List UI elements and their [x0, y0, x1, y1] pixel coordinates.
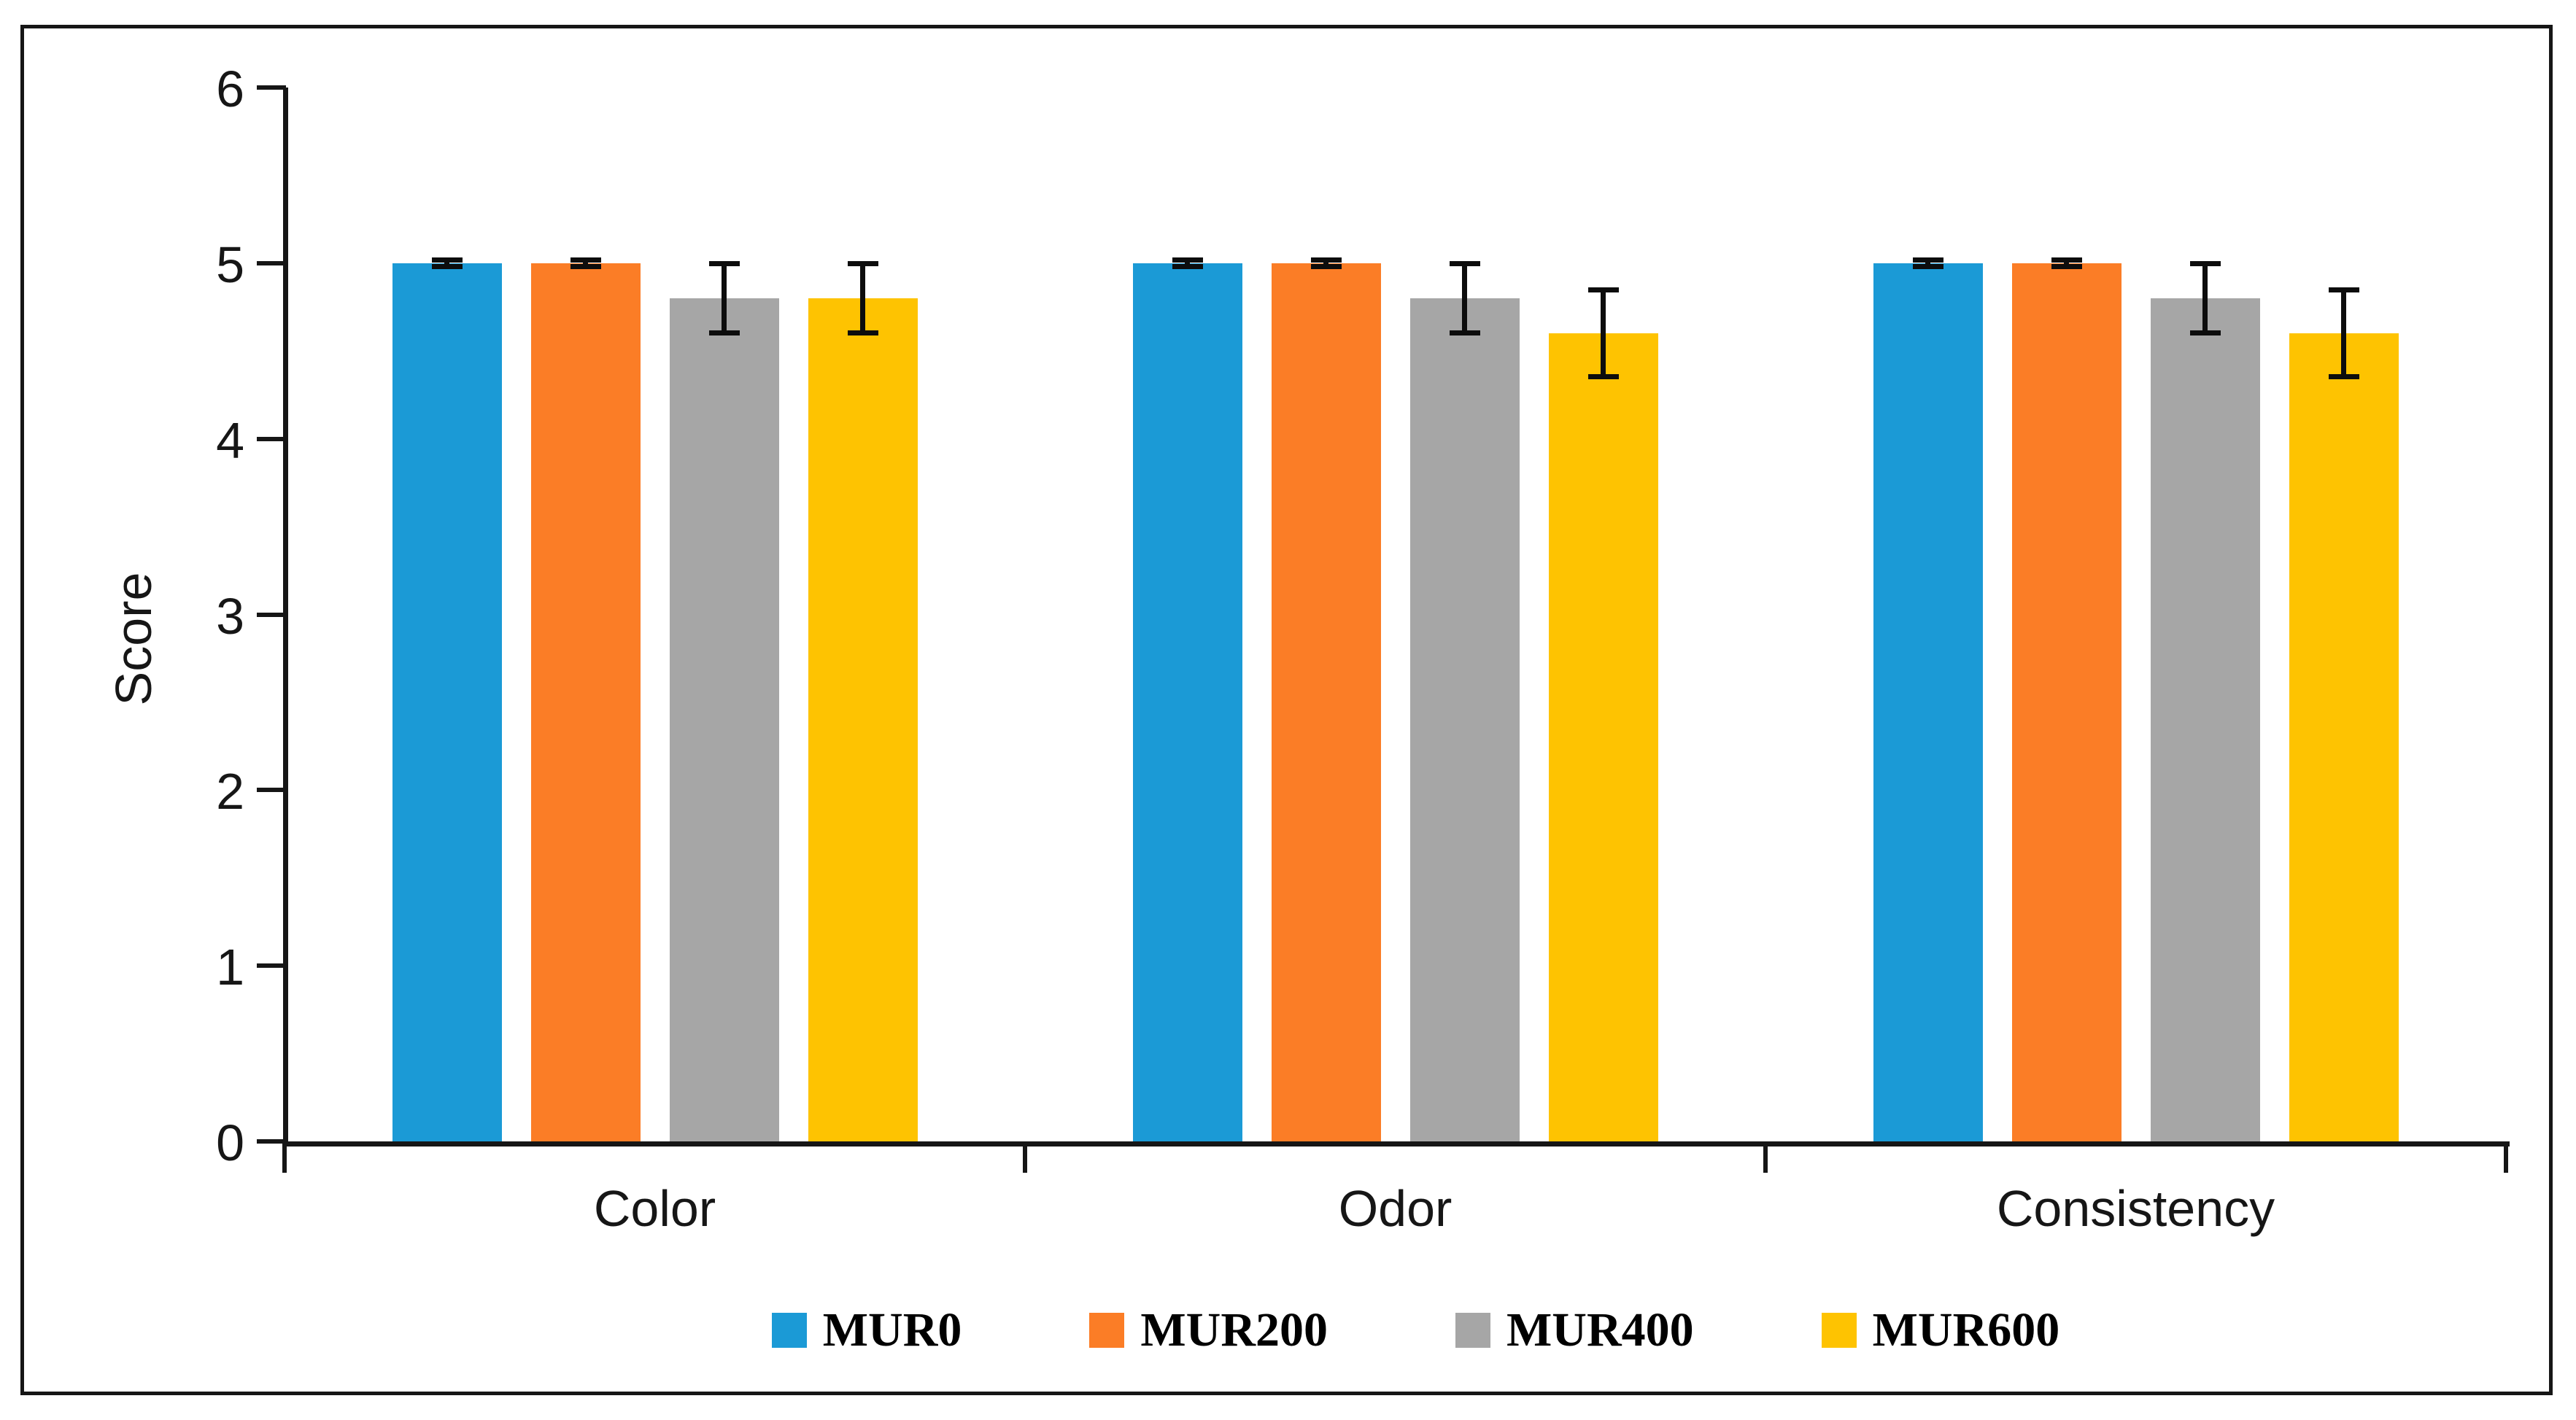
- legend-item-mur600: MUR600: [1821, 1303, 2060, 1357]
- y-tick: [257, 788, 286, 793]
- legend-swatch-mur200: [1089, 1313, 1125, 1348]
- error-bar-cap-bottom: [847, 330, 878, 336]
- legend-label: MUR400: [1506, 1303, 1694, 1357]
- y-tick-label: 4: [216, 411, 244, 469]
- error-bar-line: [583, 260, 588, 267]
- legend-item-mur200: MUR200: [1089, 1306, 1328, 1354]
- error-bar-cap-bottom: [2328, 374, 2359, 380]
- y-tick: [257, 963, 286, 969]
- error-bar-cap-bottom: [1587, 374, 1619, 380]
- x-tick: [282, 1141, 287, 1173]
- y-tick-label: 3: [216, 587, 244, 645]
- chart-frame: Score MUR0 MUR200 MUR400 MUR600 0 1 2 3 4 5 6 Colo…: [20, 25, 2553, 1395]
- error-bar-cap-top: [1172, 257, 1203, 263]
- x-tick: [1023, 1141, 1027, 1173]
- error-bar-cap-top: [431, 257, 463, 263]
- y-tick-label: 0: [216, 1114, 244, 1171]
- legend: MUR0 MUR200 MUR400 MUR600: [305, 1306, 2526, 1354]
- y-tick-label: 2: [216, 763, 244, 820]
- error-bar-cap-bottom: [431, 263, 463, 269]
- bar-mur600-odor: [1548, 333, 1658, 1141]
- error-bar-cap-bottom: [1172, 263, 1203, 269]
- legend-swatch-mur0: [771, 1313, 807, 1348]
- legend-label: MUR0: [822, 1303, 962, 1357]
- y-axis-line: [283, 88, 288, 1147]
- x-category-label: Consistency: [1996, 1180, 2275, 1237]
- legend-swatch-mur600: [1821, 1313, 1857, 1348]
- error-bar-line: [1601, 289, 1606, 378]
- error-bar-cap-top: [1587, 287, 1619, 292]
- error-bar-cap-top: [570, 257, 601, 263]
- x-tick: [1763, 1141, 1768, 1173]
- error-bar-line: [860, 263, 865, 334]
- error-bar-cap-top: [2328, 287, 2359, 292]
- error-bar-line: [1925, 260, 1930, 267]
- y-tick: [257, 1139, 286, 1144]
- error-bar-cap-bottom: [1449, 330, 1480, 336]
- bar-mur600-color: [808, 298, 918, 1141]
- legend-label: MUR200: [1140, 1303, 1328, 1357]
- error-bar-line: [1185, 260, 1190, 267]
- bar-mur600-consistency: [2289, 333, 2399, 1141]
- error-bar-cap-top: [708, 260, 740, 266]
- bar-mur0-consistency: [1873, 263, 1983, 1141]
- error-bar-cap-top: [1310, 257, 1342, 263]
- bar-mur400-color: [669, 298, 779, 1141]
- x-category-label: Odor: [1338, 1180, 1453, 1237]
- error-bar-cap-top: [847, 260, 878, 266]
- y-tick: [257, 436, 286, 441]
- error-bar-line: [444, 260, 449, 267]
- error-bar-line: [2341, 289, 2346, 378]
- legend-item-mur400: MUR400: [1455, 1306, 1694, 1354]
- error-bar-cap-bottom: [2051, 263, 2082, 269]
- legend-item-mur0: MUR0: [771, 1303, 962, 1357]
- y-tick-label: 1: [216, 939, 244, 996]
- y-tick-label: 6: [216, 61, 244, 117]
- error-bar-cap-bottom: [1310, 263, 1342, 269]
- x-axis-line: [283, 1141, 2510, 1147]
- bar-mur200-color: [530, 263, 641, 1141]
- error-bar-cap-top: [2189, 260, 2221, 266]
- bar-mur400-consistency: [2150, 298, 2260, 1141]
- error-bar-cap-bottom: [1912, 263, 1943, 269]
- error-bar-cap-bottom: [708, 330, 740, 336]
- y-tick: [257, 85, 286, 90]
- x-tick: [2504, 1141, 2508, 1173]
- error-bar-cap-bottom: [2189, 330, 2221, 336]
- x-category-label: Color: [593, 1180, 716, 1237]
- bar-mur200-consistency: [2011, 263, 2121, 1141]
- error-bar-line: [722, 263, 727, 334]
- legend-swatch-mur400: [1455, 1313, 1490, 1348]
- error-bar-line: [1462, 263, 1467, 334]
- bar-mur200-odor: [1271, 263, 1381, 1141]
- bar-mur400-odor: [1409, 298, 1520, 1141]
- error-bar-cap-bottom: [570, 263, 601, 269]
- error-bar-line: [1323, 260, 1328, 267]
- bar-mur0-color: [392, 263, 502, 1141]
- error-bar-cap-top: [2051, 257, 2082, 263]
- error-bar-cap-top: [1912, 257, 1943, 263]
- error-bar-line: [2202, 263, 2208, 334]
- y-tick: [257, 260, 286, 265]
- legend-label: MUR600: [1872, 1303, 2060, 1357]
- y-tick-label: 5: [216, 236, 244, 293]
- y-tick: [257, 612, 286, 617]
- error-bar-line: [2064, 260, 2069, 267]
- error-bar-cap-top: [1449, 260, 1480, 266]
- bar-mur0-odor: [1132, 263, 1242, 1141]
